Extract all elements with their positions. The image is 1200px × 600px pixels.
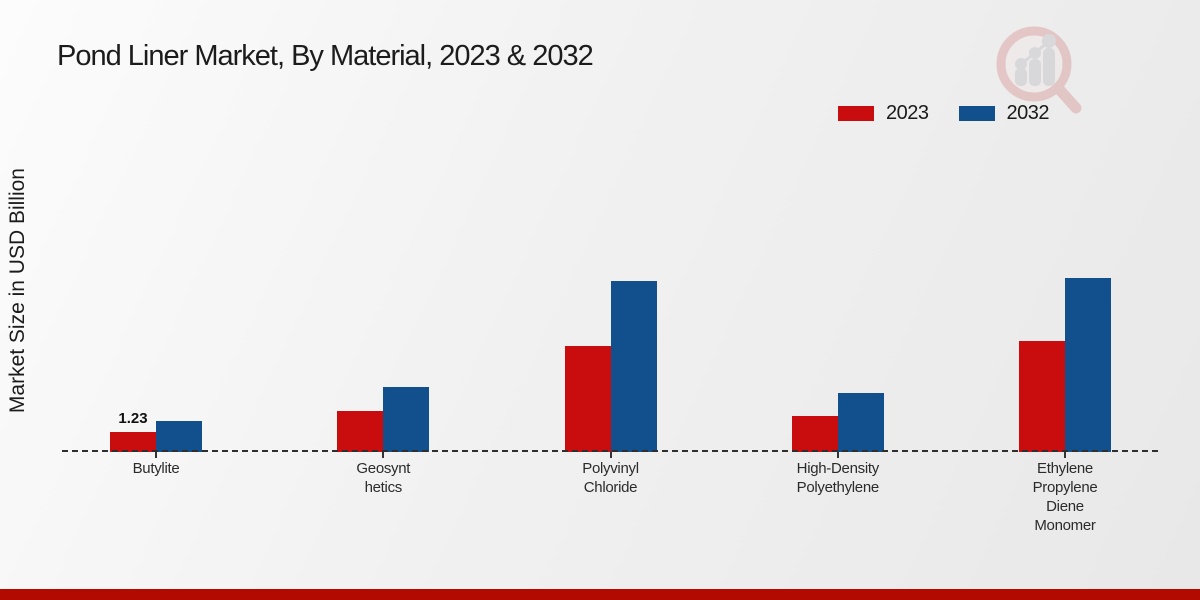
bar-2032-polyvinyl-chloride — [610, 281, 657, 452]
legend-swatch-2023 — [838, 106, 874, 121]
magnifier-chart-logo-icon — [996, 26, 1082, 114]
bar-2023-geosynthetics — [337, 411, 384, 452]
category-label-polyvinyl-chloride: Polyvinyl Chloride — [582, 460, 639, 496]
category-label-ethylene-propylene-diene-monomer: Ethylene Propylene Diene Monomer — [1032, 460, 1098, 534]
bar-2032-butylite — [156, 421, 202, 452]
legend: 2023 2032 — [838, 102, 1049, 125]
bottom-accent-band — [0, 589, 1200, 600]
bar-2023-ethylene-propylene-diene-monomer — [1019, 341, 1065, 452]
x-axis-tick-butylite — [155, 452, 157, 458]
bar-2032-ethylene-propylene-diene-monomer — [1065, 278, 1111, 452]
bar-2023-high-density-polyethylene — [791, 416, 838, 452]
x-axis-tick-high-density-polyethylene — [836, 452, 839, 458]
bar-2032-geosynthetics — [383, 386, 430, 452]
legend-item-2032: 2032 — [958, 102, 1050, 125]
x-axis-baseline — [62, 450, 1158, 452]
category-label-high-density-polyethylene: High-Density Polyethylene — [796, 460, 880, 496]
legend-label-2032: 2032 — [1006, 102, 1050, 124]
bar-2032-high-density-polyethylene — [837, 393, 884, 452]
chart-title: Pond Liner Market, By Material, 2023 & 2… — [57, 40, 594, 72]
legend-item-2023: 2023 — [838, 102, 929, 125]
x-axis-tick-geosynthetics — [382, 452, 385, 458]
legend-label-2023: 2023 — [886, 102, 929, 124]
category-label-butylite: Butylite — [132, 460, 180, 477]
x-axis-tick-polyvinyl-chloride — [609, 452, 612, 458]
bar-2023-butylite — [110, 432, 156, 452]
category-label-geosynthetics: Geosynt hetics — [356, 460, 411, 496]
x-axis-tick-ethylene-propylene-diene-monomer — [1064, 452, 1066, 458]
bar-2023-polyvinyl-chloride — [564, 346, 611, 452]
legend-swatch-2032 — [958, 106, 995, 121]
data-label-2023-butylite: 1.23 — [118, 410, 148, 427]
